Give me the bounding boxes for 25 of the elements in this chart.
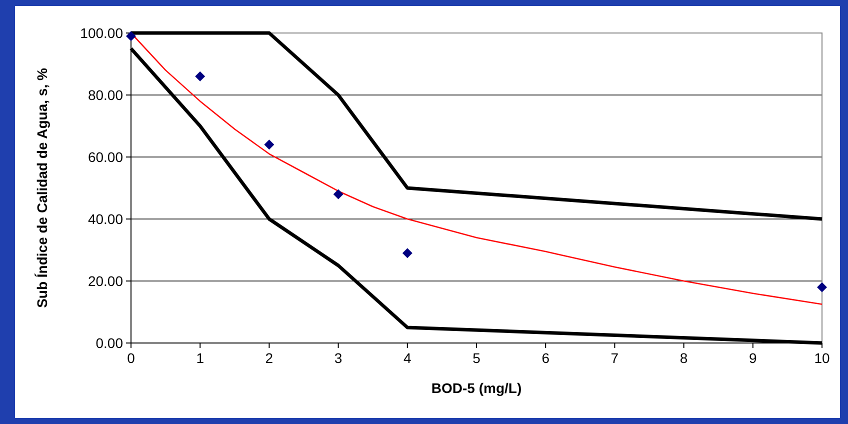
x-tick-label: 1	[196, 350, 204, 366]
y-tick-label: 80.00	[88, 86, 124, 103]
x-tick-label: 4	[404, 350, 412, 366]
point	[264, 140, 274, 150]
x-tick-label: 3	[334, 350, 342, 366]
point	[402, 248, 412, 258]
x-tick-label: 7	[610, 350, 619, 366]
x-tick-label: 9	[749, 350, 757, 366]
y-tick-label: 60.00	[88, 148, 124, 165]
x-tick-label: 2	[265, 350, 274, 366]
point	[126, 31, 136, 42]
point	[195, 71, 206, 82]
y-tick-label: 40.00	[88, 210, 124, 227]
x-tick-label: 5	[472, 350, 481, 366]
point	[817, 282, 827, 292]
x-tick-label: 0	[127, 350, 136, 366]
y-tick-label: 100.00	[80, 24, 124, 41]
x-tick-label: 6	[542, 350, 550, 366]
y-tick-label: 20.00	[88, 272, 124, 289]
y-axis-title: Sub Índice de Calidad de Agua, s, %	[34, 68, 50, 308]
x-tick-label: 8	[680, 350, 688, 366]
y-tick-label: 0.00	[96, 334, 124, 351]
point	[333, 189, 344, 200]
x-tick-label: 10	[814, 350, 830, 366]
x-axis-title: BOD-5 (mg/L)	[431, 380, 522, 396]
